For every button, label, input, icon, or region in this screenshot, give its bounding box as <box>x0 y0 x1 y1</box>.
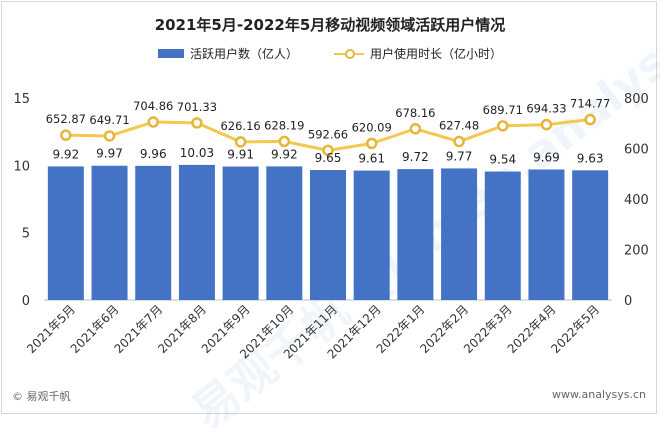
bar <box>266 166 303 300</box>
bar-value-label: 9.72 <box>402 150 429 164</box>
y-right-tick-label: 200 <box>624 244 649 259</box>
line-value-label: 701.33 <box>177 100 217 114</box>
line-point <box>147 116 159 128</box>
line-point <box>453 135 465 148</box>
line-value-label: 592.66 <box>308 127 348 141</box>
bar <box>353 170 390 300</box>
bar <box>222 166 259 300</box>
line-point <box>540 118 553 131</box>
bar-value-label: 9.91 <box>227 148 254 162</box>
line-point <box>278 135 291 148</box>
line-point <box>322 144 334 157</box>
bar-value-label: 9.96 <box>140 147 167 161</box>
legend-item-line: 用户使用时长（亿小时） <box>334 45 502 62</box>
legend-item-bars: 活跃用户数（亿人） <box>157 45 298 62</box>
line-value-label: 627.48 <box>439 119 479 133</box>
bar <box>47 166 84 300</box>
line-value-label: 714.77 <box>570 97 610 111</box>
line-point <box>234 136 247 148</box>
bar <box>135 165 172 300</box>
bar <box>397 169 434 300</box>
line-point <box>191 117 203 129</box>
chart-legend: 活跃用户数（亿人） 用户使用时长（亿小时） <box>0 45 660 62</box>
footer-url: www.analysys.cn <box>552 388 646 401</box>
line-value-label: 704.86 <box>133 99 173 113</box>
bar <box>91 165 128 300</box>
legend-line-swatch <box>334 48 364 59</box>
chart-plot: 0 5 10 15 0 200 400 600 800 9.92 9.97 9.96 10.03 9.91… <box>13 92 649 361</box>
y-right-tick-label: 0 <box>624 294 632 309</box>
y-left-tick-label: 5 <box>22 227 30 242</box>
line-point <box>584 113 596 126</box>
bar-value-label: 9.92 <box>271 147 298 161</box>
line-value-label: 652.87 <box>46 112 86 126</box>
line-value-label: 620.09 <box>352 120 392 134</box>
y-right-tick-label: 400 <box>624 193 649 208</box>
y-left-tick-label: 15 <box>13 92 30 107</box>
bar-value-label: 9.92 <box>52 147 79 161</box>
line-point <box>409 123 422 135</box>
line-point <box>60 129 72 141</box>
bar <box>528 169 565 300</box>
bar-value-label: 9.77 <box>446 149 473 163</box>
legend-bar-label: 活跃用户数（亿人） <box>189 47 298 61</box>
bar-value-label: 9.65 <box>315 151 342 165</box>
bar <box>178 164 215 300</box>
line-point <box>365 137 378 150</box>
line-value-label: 678.16 <box>395 106 435 120</box>
legend-bar-swatch <box>157 49 184 58</box>
bar-value-label: 10.03 <box>180 146 214 160</box>
chart-title: 2021年5月-2022年5月移动视频领域活跃用户情况 <box>154 16 506 34</box>
line-value-label: 649.71 <box>89 113 129 127</box>
y-left-tick-label: 10 <box>13 159 30 174</box>
y-left-tick-label: 0 <box>22 294 30 309</box>
bar-value-label: 9.54 <box>489 153 516 167</box>
line-point <box>103 130 116 142</box>
bar <box>441 168 478 300</box>
footer-source: © 易观千帆 <box>12 390 71 403</box>
legend-line-label: 用户使用时长（亿小时） <box>370 47 503 61</box>
y-right-tick-label: 800 <box>624 92 649 107</box>
line-value-label: 694.33 <box>526 102 566 116</box>
line-value-label: 689.71 <box>483 103 523 117</box>
bar-value-label: 9.69 <box>533 151 560 165</box>
bar-value-label: 9.97 <box>96 147 123 161</box>
bar <box>484 171 521 300</box>
line-value-label: 628.19 <box>264 118 304 132</box>
bar <box>310 170 346 300</box>
bar-value-label: 9.61 <box>358 152 385 166</box>
bar-value-label: 9.63 <box>577 151 604 165</box>
bar <box>572 170 609 300</box>
line-point <box>497 120 509 132</box>
line-value-label: 626.16 <box>220 119 260 133</box>
y-right-tick-label: 600 <box>624 143 649 158</box>
